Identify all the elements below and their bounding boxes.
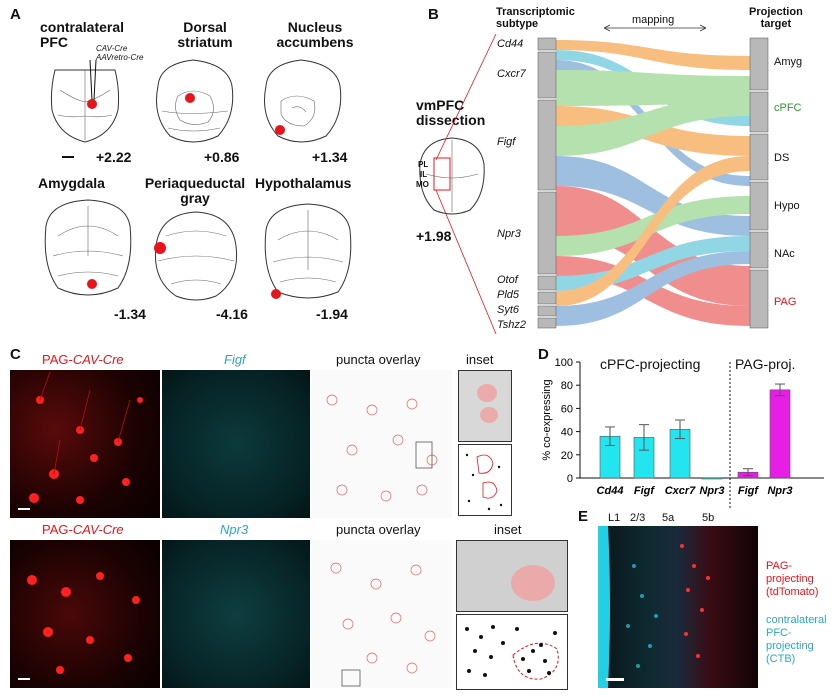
subtype-syt6: Syt6 <box>497 304 520 316</box>
micrograph-layers <box>598 526 758 688</box>
group-label-pag: PAG-proj. <box>735 356 796 372</box>
coord-hypo: -1.94 <box>316 306 348 322</box>
coord-nac: +1.34 <box>312 149 348 165</box>
row1-red-label: PAG-CAV-Cre <box>42 352 124 367</box>
row2-inset-label: inset <box>494 522 522 537</box>
target-ds: DS <box>774 152 790 164</box>
scale-bar-c2 <box>18 678 30 680</box>
bar-chart: 0 20 40 60 80 100% co-expressing Cd44 Figf Cxcr7… <box>541 357 824 508</box>
layer-label-23: 2/3 <box>630 512 646 524</box>
y-axis-label: % co-expressing <box>541 379 553 460</box>
scale-bar-a <box>62 156 74 158</box>
subtype-figf: Figf <box>497 136 516 148</box>
x-tick-label: Figf <box>634 485 655 497</box>
y-tick-label: 40 <box>561 427 573 439</box>
dissection-title: vmPFC dissection <box>416 97 486 128</box>
micrograph-red-npr3 <box>10 540 160 688</box>
dissection-section <box>419 137 485 215</box>
region-title-ds: Dorsal striatum <box>177 19 233 50</box>
target-hypo: Hypo <box>774 200 800 212</box>
subtype-tshz2: Tshz2 <box>497 319 526 331</box>
inset-bottom-figf <box>458 444 512 516</box>
brain-section-cpfc <box>50 59 120 143</box>
sankey-diagram <box>537 37 769 329</box>
inset-top-figf <box>458 370 512 442</box>
x-tick-label: Npr3 <box>699 485 724 497</box>
coord-ds: +0.86 <box>204 149 240 165</box>
micrograph-overlay-npr3 <box>312 540 452 688</box>
legend-cpfc-projecting: contralateral PFC- projecting (CTB) <box>766 614 827 665</box>
micrograph-red-figf <box>10 370 160 518</box>
layer-label-5a: 5a <box>662 512 675 524</box>
header-subtype: Transcriptomic subtype <box>496 6 575 30</box>
dissection-label-il: IL <box>420 170 428 179</box>
subtype-cxcr7: Cxcr7 <box>497 68 526 80</box>
brain-section-nac <box>264 59 342 143</box>
subtype-pld5: Pld5 <box>497 289 520 301</box>
layer-label-5b: 5b <box>702 512 715 524</box>
target-cpfc: cPFC <box>774 102 802 114</box>
coord-amyg: -1.34 <box>114 306 146 322</box>
panel-b-letter: B <box>428 6 439 23</box>
header-target: Projection target <box>749 6 803 30</box>
header-mapping: mapping <box>632 14 675 26</box>
subtype-otof: Otof <box>497 274 518 286</box>
injection-note-aav: AAVretro-Cre <box>96 53 144 62</box>
micrograph-overlay-figf <box>312 370 452 518</box>
row1-inset-label: inset <box>466 352 494 367</box>
inset-bottom-npr3 <box>456 614 568 690</box>
row2-red-label: PAG-CAV-Cre <box>42 522 124 537</box>
scale-bar-e <box>606 678 624 681</box>
y-tick-label: 60 <box>561 403 573 415</box>
region-title-hypo: Hypothalamus <box>255 175 352 191</box>
panel-a-letter: A <box>10 6 21 23</box>
legend-pag-projecting: PAG- projecting (tdTomato) <box>766 560 819 598</box>
layer-label-l1: L1 <box>608 512 621 524</box>
target-pag: PAG <box>774 296 797 308</box>
group-label-cpfc: cPFC-projecting <box>600 356 701 372</box>
y-tick-label: 0 <box>567 473 573 485</box>
x-tick-label: Figf <box>738 485 759 497</box>
scale-bar-c1 <box>18 508 30 510</box>
region-title-cpfc: contralateral PFC <box>40 19 125 50</box>
coord-pag: -4.16 <box>216 306 248 322</box>
mapping-arrow <box>603 24 707 32</box>
brain-section-amyg <box>44 199 132 296</box>
panel-d-letter: D <box>538 346 549 363</box>
target-nac: NAc <box>774 248 795 260</box>
region-title-pag: Periaqueductal gray <box>144 175 246 206</box>
brain-section-hypo <box>264 203 352 299</box>
region-title-nac: Nucleus accumbens <box>276 19 354 50</box>
inset-top-npr3 <box>456 540 568 612</box>
subtype-npr3: Npr3 <box>497 228 521 240</box>
dissection-label-pl: PL <box>418 160 429 169</box>
bar <box>769 389 791 479</box>
brain-section-pag <box>154 211 238 301</box>
bar <box>701 477 723 480</box>
micrograph-cyan-figf <box>162 370 310 518</box>
row1-cyan-label: Figf <box>224 352 246 367</box>
dissection-label-mo: MO <box>416 180 429 189</box>
row1-overlay-label: puncta overlay <box>336 352 421 367</box>
x-tick-label: Cd44 <box>597 485 624 497</box>
region-title-amyg: Amygdala <box>38 175 105 191</box>
x-tick-label: Npr3 <box>767 485 792 497</box>
zoom-lines <box>435 33 497 335</box>
y-tick-label: 100 <box>555 357 573 369</box>
row2-overlay-label: puncta overlay <box>336 522 421 537</box>
panel-c-letter: C <box>10 346 21 363</box>
y-tick-label: 80 <box>561 380 573 392</box>
y-tick-label: 20 <box>561 450 573 462</box>
dissection-coord: +1.98 <box>416 228 452 244</box>
subtype-cd44: Cd44 <box>497 38 524 50</box>
brain-section-ds <box>156 59 234 143</box>
injection-note-cav: CAV-Cre <box>96 44 128 53</box>
panel-e-letter: E <box>578 508 589 525</box>
target-amyg: Amyg <box>774 56 803 68</box>
row2-cyan-label: Npr3 <box>220 522 249 537</box>
x-tick-label: Cxcr7 <box>665 485 696 497</box>
coord-cpfc: +2.22 <box>96 149 132 165</box>
micrograph-cyan-npr3 <box>162 540 310 688</box>
